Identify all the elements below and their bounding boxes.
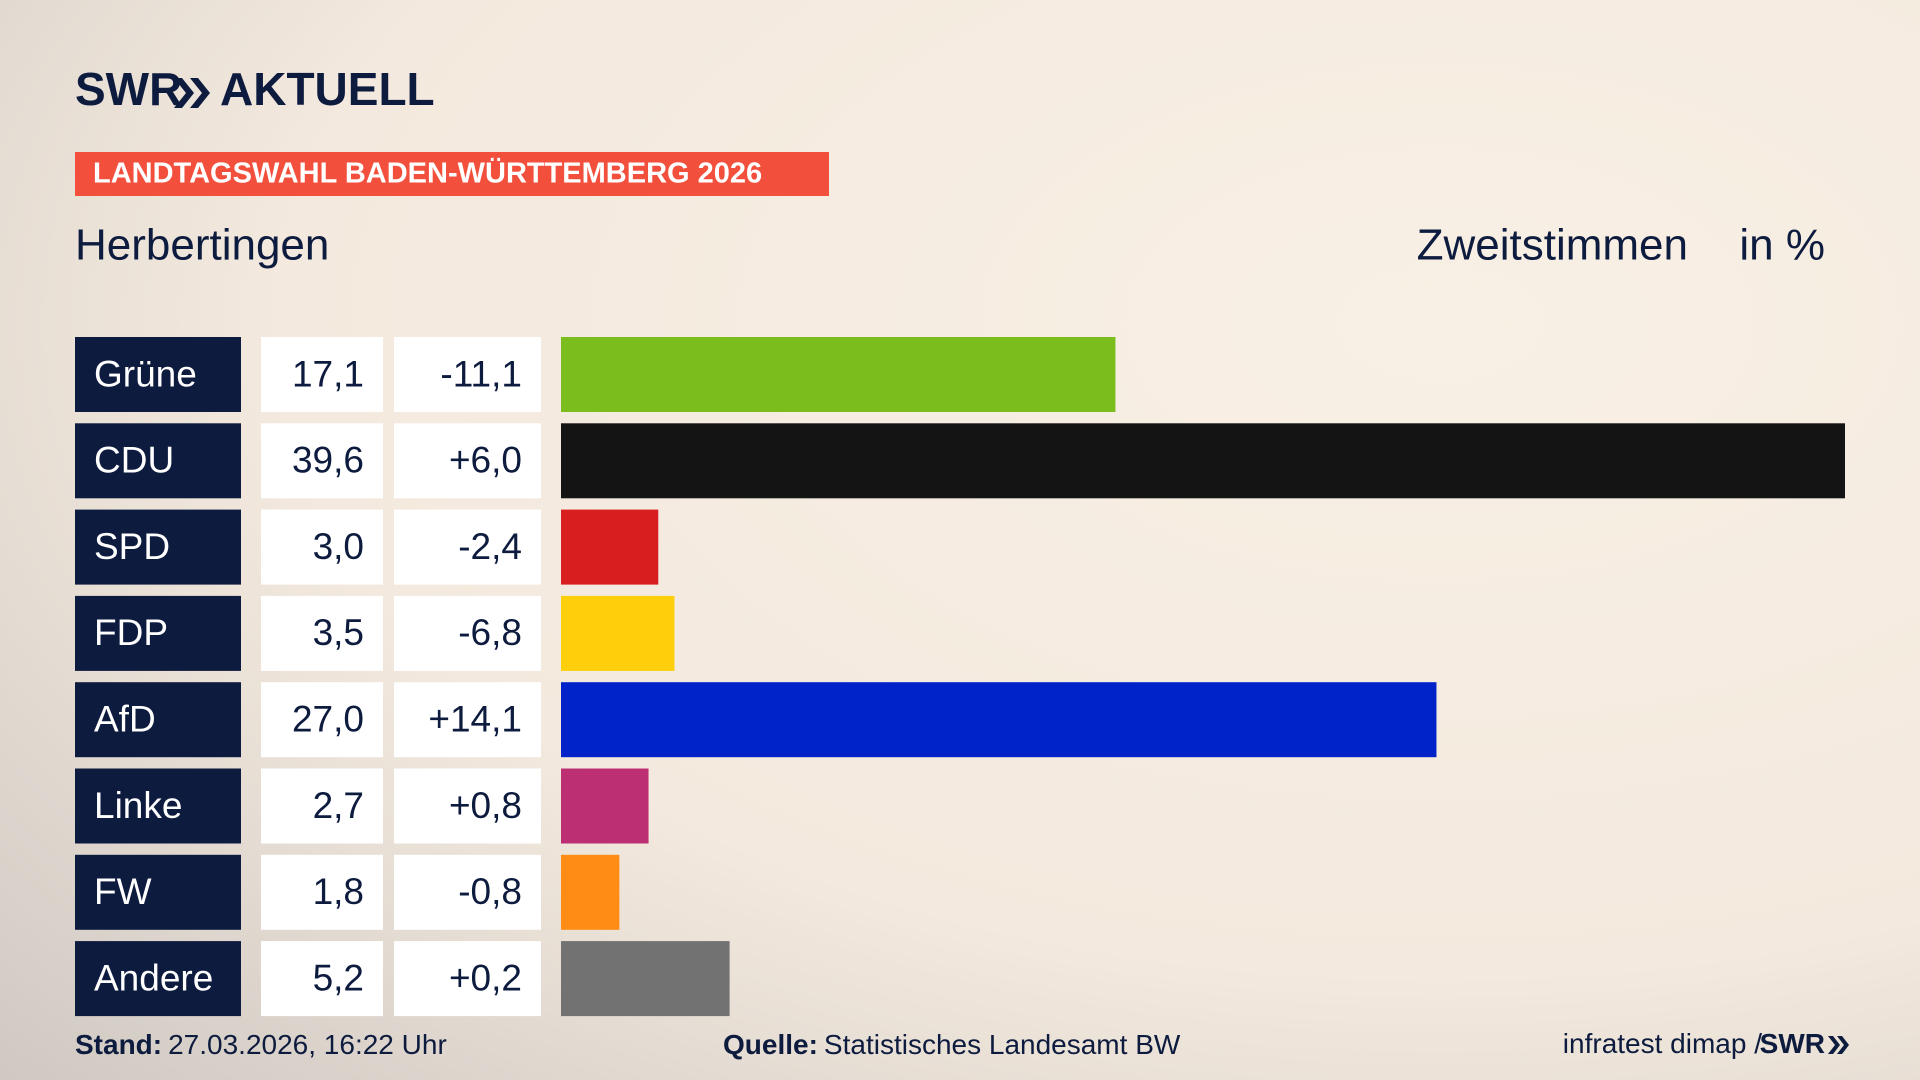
change-box [394,337,541,412]
value-label: 27,0 [292,698,364,739]
party-box [75,423,241,499]
change-label: +6,0 [449,440,522,481]
change-box [394,423,541,499]
location: Herbertingen [75,221,329,270]
value-box [261,768,383,844]
value-label: 3,0 [313,526,364,567]
footer-stand: Stand: 27.03.2026, 16:22 Uhr [75,1029,447,1060]
party-box [75,337,241,412]
change-box [394,509,541,585]
change-label: +14,1 [428,698,522,739]
credit-brand: SWR [1760,1028,1825,1059]
party-box [75,509,241,585]
bar [561,682,1437,758]
value-box [261,682,383,758]
bar [561,941,730,1017]
party-name: FDP [94,612,168,653]
brand: SWR [75,63,182,115]
change-box [394,595,541,671]
party-name: Linke [94,785,182,826]
bar [561,423,1845,499]
value-label: 2,7 [313,785,364,826]
stand-label: Stand: [75,1029,162,1060]
source-label: Quelle: [723,1029,818,1060]
stand: 27.03.2026, 16:22 Uhr [168,1029,447,1060]
banner-text: LANDTAGSWAHL BADEN-WÜRTTEMBERG 2026 [93,157,762,190]
party-box [75,682,241,758]
value-label: 3,5 [313,612,364,653]
credit: infratest dimap / [1563,1028,1762,1059]
value-label: 1,8 [313,871,364,912]
change-box [394,941,541,1017]
party-name: SPD [94,526,170,567]
unit: in % [1739,221,1825,270]
party-box [75,941,241,1017]
value-box [261,509,383,585]
party-box [75,854,241,930]
footer-source: Quelle: Statistisches Landesamt BW [723,1029,1181,1060]
party-name: FW [94,871,152,912]
brand-chevrons [174,78,210,108]
bar [561,854,620,930]
value-label: 39,6 [292,440,364,481]
bar [561,509,659,585]
credit-chevrons [1828,1036,1849,1054]
change-label: -11,1 [440,353,522,394]
change-label: -6,8 [458,612,522,653]
banner [75,152,829,196]
bar [561,595,675,671]
change-label: +0,2 [449,957,522,998]
party-name: Andere [94,957,213,998]
party-box [75,595,241,671]
change-box [394,854,541,930]
party-name: CDU [94,440,174,481]
source: Statistisches Landesamt BW [824,1029,1181,1060]
value-box [261,941,383,1017]
party-name: AfD [94,698,156,739]
change-box [394,768,541,844]
bar [561,337,1116,412]
value-box [261,854,383,930]
change-label: -2,4 [458,526,522,567]
value-box [261,423,383,499]
brand-sub: AKTUELL [220,63,435,115]
value-box [261,337,383,412]
change-label: +0,8 [449,785,522,826]
value-label: 5,2 [313,957,364,998]
party-box [75,768,241,844]
change-label: -0,8 [458,871,522,912]
footer-credit: infratest dimap /SWR [1563,1028,1825,1059]
vote-type: Zweitstimmen [1417,221,1688,270]
value-label: 17,1 [292,353,364,394]
bar [561,768,649,844]
value-box [261,595,383,671]
change-box [394,682,541,758]
party-name: Grüne [94,353,197,394]
